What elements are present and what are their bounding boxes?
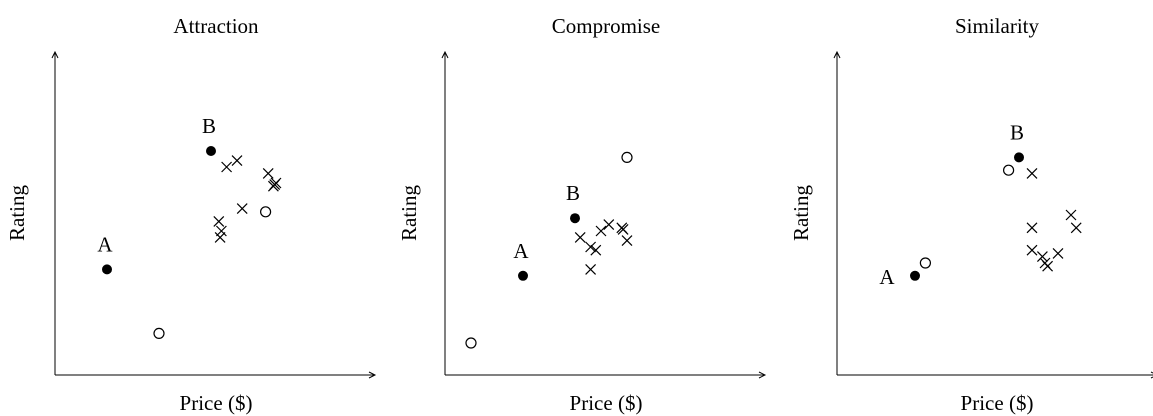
open-point — [465, 337, 477, 349]
cross-point — [1052, 247, 1064, 259]
y-axis-label: Rating — [5, 185, 29, 241]
cross-point — [603, 219, 615, 231]
x-axis-label: Price ($) — [961, 391, 1034, 415]
labeled-point — [910, 270, 920, 281]
cross-point — [585, 241, 597, 253]
cross-point — [1026, 167, 1038, 179]
cross-point — [1065, 209, 1077, 221]
cross-point — [585, 263, 597, 275]
x-axis-arrow-icon — [368, 371, 377, 379]
point-label: A — [513, 239, 529, 263]
cross-point — [1042, 260, 1054, 272]
cross-point — [574, 231, 586, 243]
point-label: A — [97, 232, 113, 256]
open-point — [153, 327, 165, 339]
chart-panel: Similarity Price ($) Rating A B — [789, 14, 1153, 415]
labeled-point — [206, 146, 216, 156]
y-axis-label: Rating — [789, 185, 813, 241]
cross-point — [1036, 251, 1048, 263]
labeled-point — [102, 264, 112, 275]
cross-point — [617, 223, 629, 235]
point-label: B — [566, 181, 580, 205]
y-axis-arrow-icon — [441, 50, 449, 59]
cross-point — [231, 155, 243, 167]
cross-point — [213, 215, 225, 227]
cross-point — [221, 161, 233, 173]
chart-title: Similarity — [955, 14, 1040, 38]
cross-point — [214, 231, 226, 243]
open-point — [1002, 164, 1015, 176]
x-axis-label: Price ($) — [180, 391, 253, 415]
cross-point — [1026, 244, 1038, 256]
cross-point — [590, 244, 602, 256]
open-point — [919, 257, 932, 269]
point-label: B — [202, 114, 216, 138]
chart-title: Attraction — [173, 14, 259, 38]
cross-point — [269, 179, 281, 191]
chart-panel: Compromise Price ($) Rating A B — [397, 14, 767, 415]
cross-point — [236, 203, 248, 215]
cross-point — [595, 225, 607, 237]
point-label: A — [879, 265, 895, 289]
labeled-point — [518, 270, 528, 281]
y-axis-label: Rating — [397, 185, 421, 241]
chart-title: Compromise — [552, 14, 661, 38]
chart-panel: Attraction Price ($) Rating A B — [5, 14, 377, 415]
labeled-point — [1014, 152, 1024, 163]
x-axis-label: Price ($) — [570, 391, 643, 415]
cross-point — [621, 235, 633, 247]
cross-point — [262, 167, 274, 179]
cross-point — [215, 225, 227, 237]
cross-point — [1070, 222, 1082, 234]
open-point — [260, 206, 272, 218]
point-label: B — [1010, 120, 1024, 144]
open-point — [621, 151, 633, 163]
cross-point — [1026, 222, 1038, 234]
labeled-point — [570, 213, 580, 224]
x-axis-arrow-icon — [758, 371, 767, 379]
y-axis-arrow-icon — [51, 50, 59, 59]
y-axis-arrow-icon — [833, 50, 841, 59]
